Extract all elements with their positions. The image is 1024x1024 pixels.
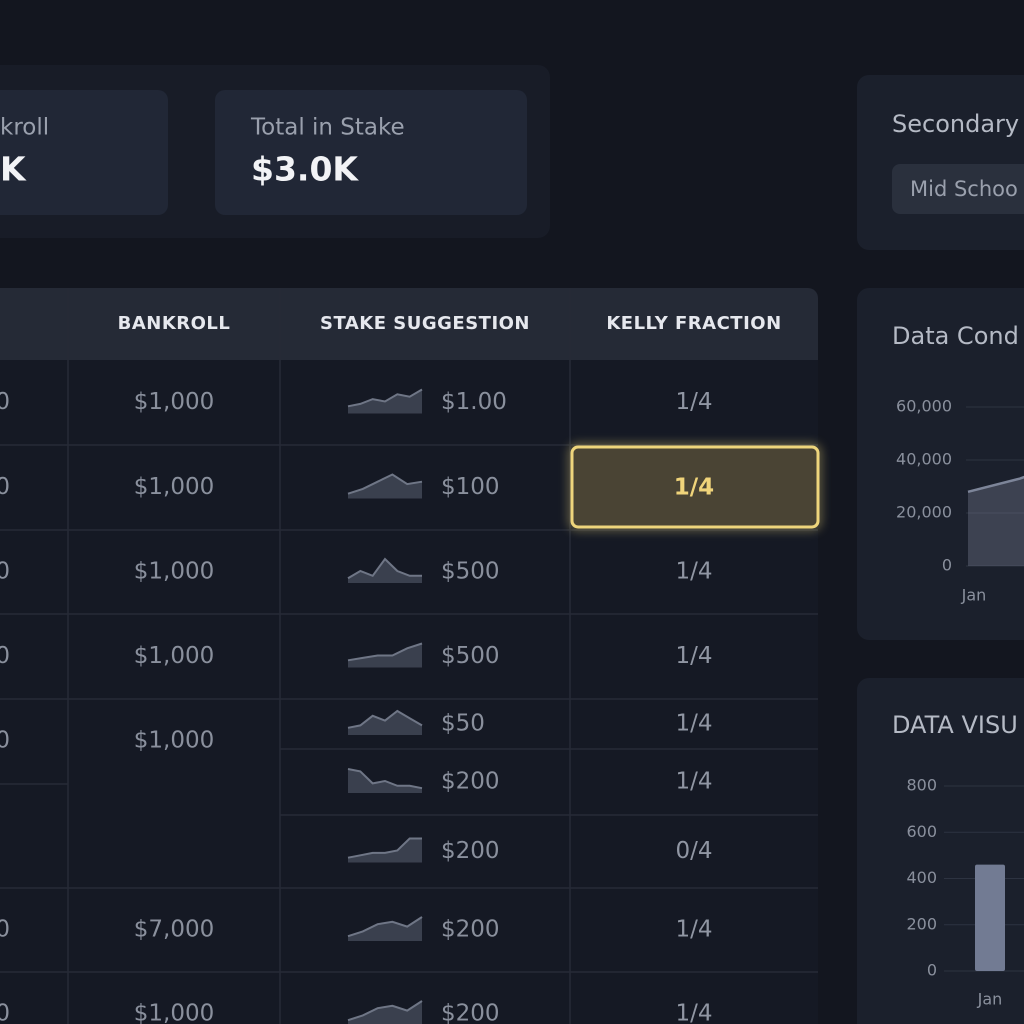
area-fill [968, 477, 1024, 566]
cell-value: 0 [0, 643, 10, 669]
cell-stake: $1.00 [441, 389, 507, 415]
cell-kelly: 1/4 [675, 389, 712, 415]
sparkline [347, 768, 423, 790]
card-value: K [0, 150, 27, 189]
chart-title: DATA VISU [892, 711, 1018, 739]
chart: 0 20,000 40,000 60,000 Jan [896, 397, 1024, 605]
y-tick-label: 200 [906, 914, 937, 933]
sparkline [347, 642, 423, 662]
summary-card [0, 90, 168, 215]
column-header: STAKE SUGGESTION [320, 313, 530, 334]
y-tick-label: 40,000 [896, 450, 952, 469]
sparkline-area [348, 1001, 422, 1024]
select-box[interactable] [892, 164, 1024, 214]
y-tick-label: 600 [906, 822, 937, 841]
cell-value: 0 [0, 474, 10, 500]
cell-bankroll: $1,000 [134, 643, 214, 669]
cell-kelly: 1/4 [675, 643, 712, 669]
cell-value: 0 [0, 917, 10, 943]
y-tick-label: 0 [927, 961, 937, 980]
cell-value: 0 [0, 559, 10, 585]
cell-stake: $500 [441, 643, 500, 669]
summary-card [215, 90, 527, 215]
column-header: BANKROLL [118, 313, 231, 334]
chart-card [857, 288, 1024, 640]
sparkline [347, 709, 423, 729]
chart-title: Data Cond [892, 322, 1019, 350]
cell-stake: $200 [441, 917, 500, 943]
sparkline [347, 473, 423, 495]
sparkline-area [348, 474, 422, 499]
cell-bankroll: $1,000 [134, 559, 214, 585]
cell-kelly: 1/4 [675, 1001, 712, 1024]
sparkline [347, 1000, 423, 1022]
sparkline [347, 916, 423, 938]
y-tick-label: 60,000 [896, 397, 952, 416]
cell-stake: $200 [441, 1001, 500, 1024]
cell-kelly: 1/4 [675, 917, 712, 943]
table-header [0, 288, 818, 360]
cell-kelly: 1/4 [675, 711, 712, 737]
secondary-card [857, 75, 1024, 250]
cell-kelly: 1/4 [674, 475, 714, 501]
cell-bankroll: $1,000 [134, 728, 214, 754]
sparkline-area [348, 711, 422, 735]
cell-value: 0 [0, 389, 10, 415]
column-header: KELLY FRACTION [606, 313, 781, 334]
cell-stake: $100 [441, 474, 500, 500]
card-value: $3.0K [251, 150, 359, 189]
chart: 0 200 400 600 800 Jan [906, 776, 1024, 1009]
sparkline-area [348, 559, 422, 583]
cell-kelly: 1/4 [675, 559, 712, 585]
area-line [967, 475, 1024, 494]
card-label: Total in Stake [250, 115, 405, 141]
card-label: kroll [0, 115, 49, 141]
sparkline [347, 837, 422, 859]
cell-value: 0 [0, 1001, 10, 1024]
card-title: Secondary [892, 110, 1019, 138]
cell-bankroll: $7,000 [134, 917, 214, 943]
cell-bankroll: $1,000 [134, 474, 214, 500]
y-tick-label: 400 [906, 868, 937, 887]
sparkline [347, 557, 422, 580]
cell-stake: $500 [441, 559, 500, 585]
sparkline [347, 388, 423, 408]
cell-stake: $50 [441, 711, 485, 737]
y-tick-label: 800 [906, 776, 937, 795]
cell-kelly: 0/4 [675, 838, 712, 864]
sparkline-area [348, 917, 422, 941]
cell-stake: $200 [441, 769, 500, 795]
select-value[interactable]: Mid Schoo [910, 177, 1018, 201]
x-tick-label: Jan [961, 586, 987, 605]
cell-value: 0 [0, 728, 10, 754]
bar [975, 864, 1005, 971]
y-tick-label: 0 [942, 556, 952, 575]
cell-bankroll: $1,000 [134, 389, 214, 415]
y-tick-label: 20,000 [896, 503, 952, 522]
x-tick-label: Jan [977, 990, 1003, 1009]
highlight-cell [570, 445, 820, 529]
cell-stake: $200 [441, 838, 500, 864]
cell-bankroll: $1,000 [134, 1001, 214, 1024]
cell-kelly: 1/4 [675, 769, 712, 795]
